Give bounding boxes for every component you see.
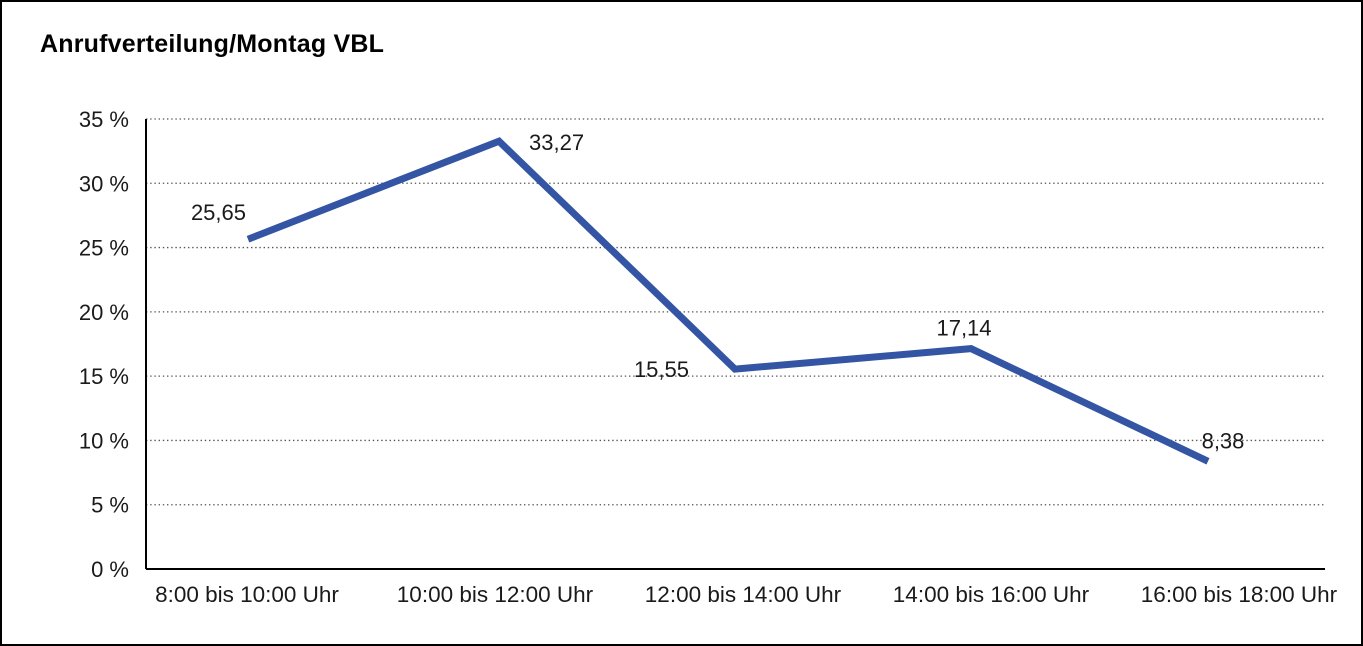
x-tick-label: 8:00 bis 10:00 Uhr <box>155 582 339 607</box>
x-tick-label: 14:00 bis 16:00 Uhr <box>893 582 1090 607</box>
x-tick-label: 10:00 bis 12:00 Uhr <box>397 582 594 607</box>
x-tick-label: 16:00 bis 18:00 Uhr <box>1141 582 1338 607</box>
data-point-label: 8,38 <box>1202 428 1245 453</box>
x-tick-label: 12:00 bis 14:00 Uhr <box>645 582 842 607</box>
y-tick-label: 20 % <box>79 300 129 325</box>
data-point-label: 33,27 <box>529 130 584 155</box>
data-line <box>246 137 1210 465</box>
y-tick-label: 10 % <box>79 428 129 453</box>
y-tick-label: 25 % <box>79 236 129 261</box>
y-tick-label: 30 % <box>79 171 129 196</box>
y-tick-label: 0 % <box>91 557 129 582</box>
data-point-label: 15,55 <box>634 357 689 382</box>
y-tick-label: 15 % <box>79 364 129 389</box>
y-tick-label: 5 % <box>91 493 129 518</box>
data-point-label: 25,65 <box>191 200 246 225</box>
chart-title: Anrufverteilung/Montag VBL <box>40 30 385 58</box>
data-point-label: 17,14 <box>936 316 991 341</box>
y-tick-label: 35 % <box>79 107 129 132</box>
